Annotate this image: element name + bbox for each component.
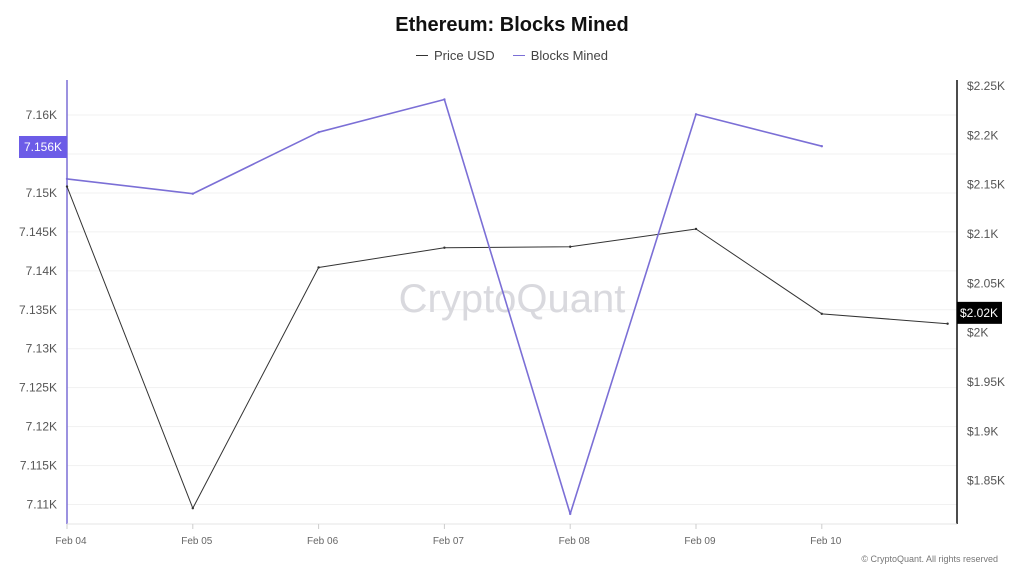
left-current-badge — [19, 135, 67, 158]
x-tick-label: Feb 08 — [559, 536, 591, 547]
legend-item-blocks-mined[interactable]: Blocks Mined — [512, 48, 608, 63]
right-tick-label: $1.85K — [967, 474, 1005, 488]
left-tick-label: 7.145K — [19, 225, 57, 239]
x-tick-label: Feb 04 — [55, 536, 87, 547]
right-tick-label: $2.25K — [967, 79, 1005, 93]
left-tick-label: 7.16K — [26, 108, 57, 122]
data-point-price-usd — [569, 245, 572, 248]
data-point-price-usd — [317, 266, 320, 269]
data-point-price-usd — [65, 185, 69, 188]
legend-label-price-usd: Price USD — [434, 48, 495, 63]
right-tick-label: $2.1K — [967, 227, 998, 241]
x-tick-label: Feb 09 — [684, 536, 716, 547]
x-tick-label: Feb 10 — [810, 536, 842, 547]
legend-label-blocks-mined: Blocks Mined — [530, 48, 608, 63]
left-tick-label: 7.14K — [26, 264, 57, 278]
data-point-price-usd — [694, 227, 698, 231]
right-current-badge — [957, 301, 1002, 324]
data-point-price-usd — [191, 507, 194, 510]
data-point-blocks-mined — [65, 177, 69, 181]
left-current-label: 7.156K — [24, 140, 62, 154]
right-current-label: $2.02K — [960, 306, 998, 320]
watermark: CryptoQuant — [399, 277, 626, 321]
right-tick-label: $2.15K — [967, 178, 1005, 192]
data-point-price-usd — [443, 246, 446, 249]
data-point-blocks-mined — [820, 145, 823, 148]
data-point-blocks-mined — [317, 130, 320, 134]
x-tick-label: Feb 07 — [433, 536, 465, 547]
left-tick-label: 7.13K — [26, 342, 57, 356]
left-tick-label: 7.135K — [19, 303, 57, 317]
legend-swatch-blocks-mined — [512, 55, 525, 56]
copyright-notice: © CryptoQuant. All rights reserved — [861, 554, 998, 564]
data-point-blocks-mined — [443, 98, 446, 101]
left-tick-label: 7.12K — [26, 420, 57, 434]
left-tick-label: 7.115K — [20, 459, 57, 473]
legend-item-price-usd[interactable]: Price USD — [416, 48, 495, 63]
left-tick-label: 7.15K — [26, 186, 57, 200]
right-tick-label: $2.2K — [967, 128, 998, 142]
data-point-blocks-mined — [694, 113, 698, 116]
right-tick-label: $1.95K — [967, 375, 1005, 389]
legend-swatch-price-usd — [416, 55, 428, 56]
chart-title: Ethereum: Blocks Mined — [395, 14, 629, 36]
data-point-blocks-mined — [191, 192, 194, 195]
x-tick-label: Feb 05 — [181, 536, 213, 547]
right-tick-label: $1.9K — [967, 424, 998, 438]
data-point-price-usd — [820, 312, 823, 316]
legend: Price USD Blocks Mined — [0, 48, 1024, 63]
left-tick-label: 7.125K — [19, 381, 57, 395]
right-tick-label: $2K — [967, 326, 988, 340]
x-tick-label: Feb 06 — [307, 536, 339, 547]
right-tick-label: $2.05K — [967, 276, 1005, 290]
data-point-blocks-mined — [569, 512, 572, 516]
data-point-price-usd — [946, 322, 949, 325]
left-tick-label: 7.11K — [27, 498, 57, 512]
series-line-price-usd — [66, 186, 948, 509]
